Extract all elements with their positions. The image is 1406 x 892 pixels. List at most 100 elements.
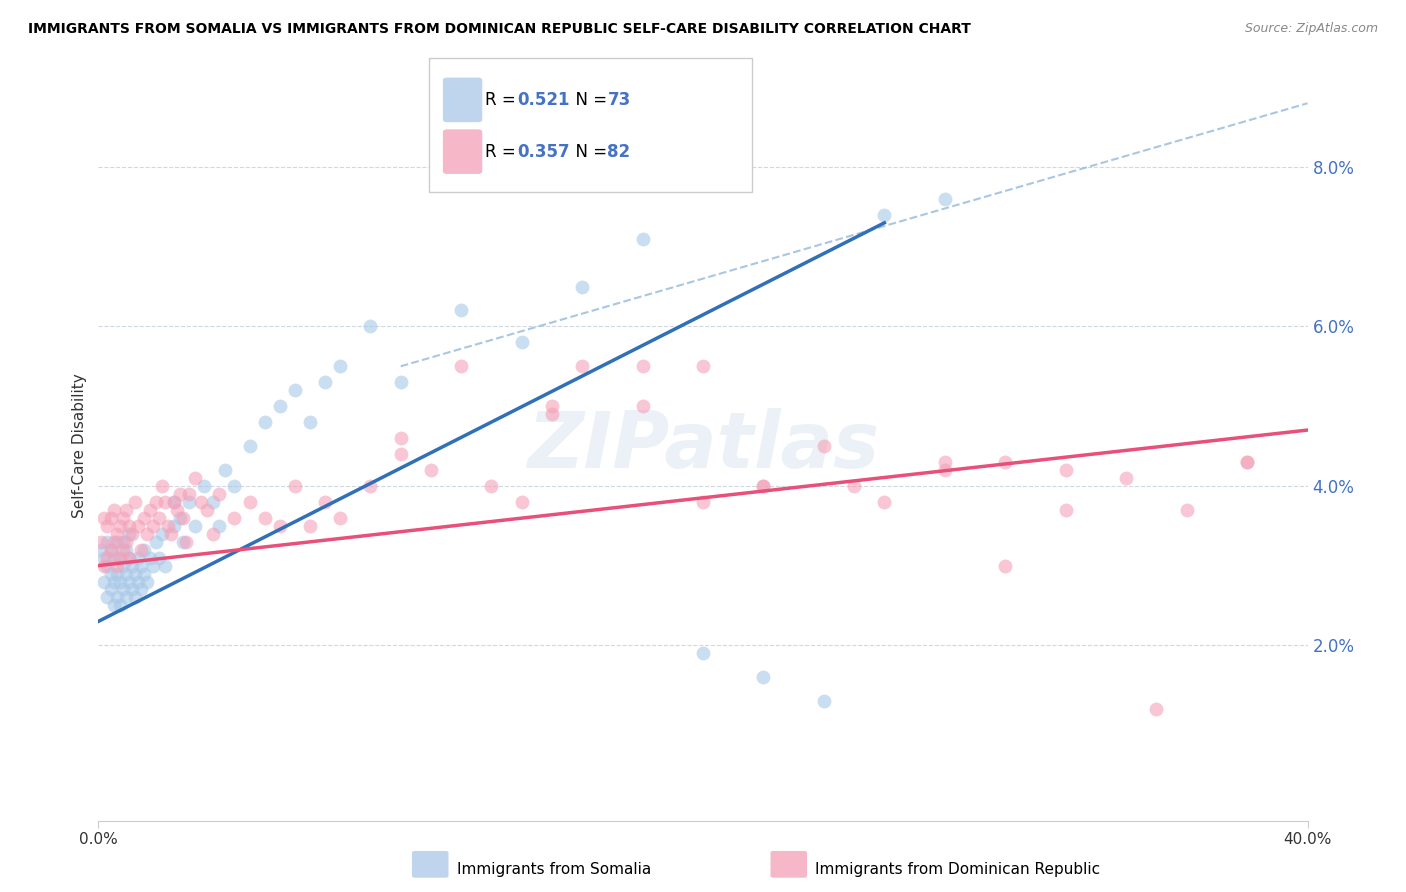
Point	[193, 479, 215, 493]
Point	[239, 439, 262, 453]
Point	[103, 550, 125, 565]
Point	[132, 510, 155, 524]
Point	[103, 599, 125, 613]
Point	[299, 415, 322, 429]
Point	[174, 534, 197, 549]
Point	[202, 495, 225, 509]
Point	[114, 502, 136, 516]
Point	[132, 566, 155, 581]
Text: R =: R =	[485, 91, 522, 109]
Point	[172, 534, 194, 549]
Point	[96, 534, 118, 549]
Point	[389, 376, 412, 390]
Point	[873, 208, 896, 222]
Point	[314, 495, 336, 509]
Point	[179, 495, 201, 509]
Point	[124, 591, 146, 605]
Point	[692, 495, 714, 509]
Point	[873, 495, 896, 509]
Point	[510, 495, 533, 509]
Text: Source: ZipAtlas.com: Source: ZipAtlas.com	[1244, 22, 1378, 36]
Point	[389, 447, 412, 461]
Point	[269, 518, 291, 533]
Y-axis label: Self-Care Disability: Self-Care Disability	[72, 374, 87, 518]
Point	[100, 582, 122, 597]
Point	[269, 399, 291, 413]
Point	[1054, 502, 1077, 516]
Text: ZIPatlas: ZIPatlas	[527, 408, 879, 484]
Text: 0.357: 0.357	[517, 143, 569, 161]
Point	[108, 550, 131, 565]
Point	[103, 574, 125, 589]
Point	[105, 558, 128, 573]
Point	[844, 479, 866, 493]
Point	[571, 359, 593, 374]
Point	[153, 558, 176, 573]
Point	[208, 487, 231, 501]
Point	[127, 518, 149, 533]
Point	[93, 558, 115, 573]
Point	[994, 558, 1017, 573]
Point	[540, 399, 562, 413]
Point	[163, 495, 186, 509]
Point	[153, 495, 176, 509]
Point	[314, 376, 336, 390]
Point	[111, 534, 134, 549]
Point	[169, 510, 191, 524]
Point	[172, 510, 194, 524]
Point	[108, 599, 131, 613]
Point	[103, 502, 125, 516]
Point	[631, 399, 654, 413]
Point	[142, 518, 165, 533]
Point	[132, 542, 155, 557]
Point	[90, 534, 112, 549]
Point	[114, 534, 136, 549]
Point	[389, 431, 412, 445]
Point	[934, 455, 956, 469]
Point	[139, 502, 162, 516]
Point	[105, 591, 128, 605]
Point	[934, 192, 956, 206]
Point	[360, 479, 382, 493]
Point	[111, 558, 134, 573]
Point	[145, 534, 167, 549]
Point	[994, 455, 1017, 469]
Point	[111, 542, 134, 557]
Point	[96, 518, 118, 533]
Point	[420, 463, 443, 477]
Point	[118, 518, 141, 533]
Point	[752, 670, 775, 684]
Point	[118, 574, 141, 589]
Point	[96, 550, 118, 565]
Point	[208, 518, 231, 533]
Point	[224, 510, 246, 524]
Point	[184, 471, 207, 485]
Text: R =: R =	[485, 143, 522, 161]
Point	[139, 550, 162, 565]
Point	[100, 542, 122, 557]
Point	[135, 526, 157, 541]
Point	[135, 574, 157, 589]
Point	[100, 566, 122, 581]
Point	[1236, 455, 1258, 469]
Point	[145, 495, 167, 509]
Point	[90, 542, 112, 557]
Point	[1144, 702, 1167, 716]
Point	[118, 526, 141, 541]
Point	[121, 582, 143, 597]
Point	[1115, 471, 1137, 485]
Point	[631, 359, 654, 374]
Point	[105, 526, 128, 541]
Point	[1175, 502, 1198, 516]
Point	[934, 463, 956, 477]
Point	[100, 542, 122, 557]
Point	[450, 303, 472, 318]
Point	[93, 510, 115, 524]
Point	[284, 383, 307, 397]
Point	[510, 335, 533, 350]
Point	[179, 487, 201, 501]
Point	[108, 550, 131, 565]
Point	[142, 558, 165, 573]
Point	[190, 495, 212, 509]
Point	[752, 479, 775, 493]
